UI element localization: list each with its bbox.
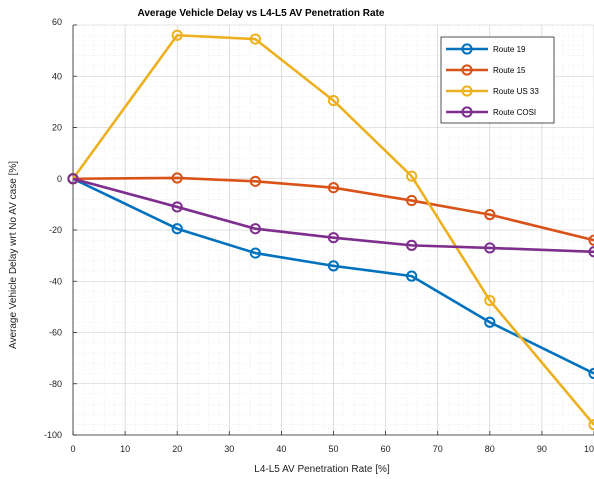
data-point-route-19 <box>327 260 340 272</box>
series-route-us-33 <box>67 29 594 431</box>
x-tick-label: 10 <box>584 444 594 454</box>
x-tick-label: 80 <box>485 444 495 454</box>
data-point-route-us-33 <box>406 170 418 182</box>
data-point-route-19 <box>249 247 261 259</box>
chart-legend: Route 19 Route 15 Route US 33 Route COSI <box>440 36 555 124</box>
data-point-route-19 <box>588 367 594 380</box>
series-line-route-cosi <box>72 177 594 254</box>
data-point-route-15 <box>249 175 261 187</box>
x-tick-label: 0 <box>70 444 75 454</box>
legend-label-route-us-33: Route US 33 <box>493 87 539 96</box>
legend-marker-route-us-33 <box>461 85 473 97</box>
y-tick-label: -60 <box>49 328 62 338</box>
data-point-route-15 <box>588 234 594 246</box>
data-point-route-19 <box>484 316 496 328</box>
series-line-route-15 <box>72 176 594 242</box>
data-point-route-us-33 <box>171 29 183 41</box>
x-axis-label: L4-L5 AV Penetration Rate [%] <box>254 464 390 475</box>
y-tick-label: 60 <box>52 17 62 27</box>
data-point-route-us-33 <box>249 33 261 45</box>
data-point-route-cosi <box>67 173 79 185</box>
series-line-route-us-33 <box>71 33 594 426</box>
legend-marker-route-cosi <box>461 106 473 118</box>
data-point-route-19 <box>406 270 418 282</box>
x-tick-label: 10 <box>120 444 130 454</box>
x-tick-label: 30 <box>224 444 234 454</box>
data-point-route-cosi <box>171 201 183 213</box>
data-point-route-cosi <box>484 242 496 254</box>
y-tick-label: -100 <box>44 430 62 440</box>
y-tick-label: 40 <box>52 71 62 81</box>
data-point-route-15 <box>171 172 183 184</box>
y-tick-label: 20 <box>52 123 62 133</box>
chart-title: Average Vehicle Delay vs L4-L5 AV Penetr… <box>138 8 385 19</box>
x-tick-label: 60 <box>381 444 391 454</box>
data-point-route-us-33 <box>327 94 340 107</box>
y-tick-label: -80 <box>49 379 62 389</box>
x-tick-label: 90 <box>537 444 547 454</box>
x-tick-label: 20 <box>172 444 182 454</box>
data-point-route-us-33 <box>588 419 594 431</box>
y-tick-label: -40 <box>49 276 62 286</box>
data-point-route-cosi <box>249 223 261 235</box>
data-point-route-15 <box>327 182 340 194</box>
x-tick-label: 50 <box>328 444 338 454</box>
y-tick-label: -20 <box>49 225 62 235</box>
data-point-route-cosi <box>327 232 340 244</box>
data-point-route-19 <box>171 223 183 235</box>
legend-label-route-cosi: Route COSI <box>493 108 536 117</box>
data-point-route-cosi <box>406 239 418 251</box>
legend-box <box>440 36 555 124</box>
series-route-19 <box>67 173 594 380</box>
data-point-route-us-33 <box>484 294 496 307</box>
data-series <box>67 29 594 431</box>
data-point-route-cosi <box>588 246 594 258</box>
y-tick-label: 0 <box>57 174 62 184</box>
series-line-route-19 <box>72 177 594 375</box>
data-point-route-15 <box>484 209 496 221</box>
legend-label-route-19: Route 19 <box>493 45 526 54</box>
data-point-route-15 <box>406 194 418 207</box>
tick-labels: 0 10 20 30 40 50 60 70 80 90 10 60 40 20 0 -20 -40 -60 -80… <box>44 17 594 454</box>
x-tick-label: 70 <box>433 444 443 454</box>
legend-marker-route-19 <box>461 43 473 55</box>
series-route-cosi <box>67 173 594 258</box>
y-axis-label: Average Vehicle Delay wrt No AV case [%] <box>8 161 19 349</box>
legend-marker-route-15 <box>461 64 473 76</box>
x-tick-label: 40 <box>276 444 286 454</box>
legend-label-route-15: Route 15 <box>493 66 526 75</box>
